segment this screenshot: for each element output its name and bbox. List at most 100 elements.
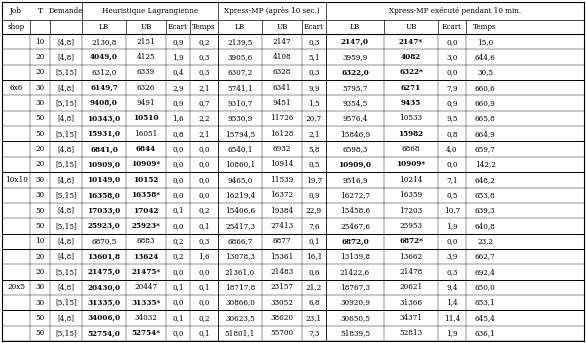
- Text: 23157: 23157: [270, 283, 294, 291]
- Text: 20: 20: [35, 161, 45, 168]
- Text: [4,8]: [4,8]: [57, 314, 74, 322]
- Text: 9,9: 9,9: [308, 84, 320, 92]
- Text: [5,15]: [5,15]: [55, 222, 77, 230]
- Text: LB: LB: [350, 23, 360, 31]
- Text: 10214: 10214: [399, 176, 423, 184]
- Text: 25953: 25953: [400, 222, 423, 230]
- Text: 0,6: 0,6: [308, 268, 320, 276]
- Text: [5,15]: [5,15]: [55, 130, 77, 138]
- Text: 10510: 10510: [133, 115, 159, 122]
- Text: 7,6: 7,6: [308, 222, 320, 230]
- Text: 0,3: 0,3: [308, 68, 320, 76]
- Text: 16,1: 16,1: [306, 252, 322, 261]
- Text: 7,3: 7,3: [308, 329, 320, 337]
- Text: 659,7: 659,7: [475, 145, 495, 153]
- Text: UB: UB: [140, 23, 152, 31]
- Text: 52813: 52813: [400, 329, 423, 337]
- Text: 0,0: 0,0: [447, 38, 458, 46]
- Text: 9310,7: 9310,7: [227, 99, 253, 107]
- Text: 0,0: 0,0: [447, 161, 458, 168]
- Text: 13624: 13624: [133, 252, 159, 261]
- Text: 50: 50: [35, 115, 45, 122]
- Text: 22,9: 22,9: [306, 206, 322, 214]
- Text: 50: 50: [35, 329, 45, 337]
- Text: 13662: 13662: [400, 252, 423, 261]
- Text: 1,9: 1,9: [446, 329, 458, 337]
- Text: 21422,6: 21422,6: [340, 268, 370, 276]
- Text: 2147*: 2147*: [399, 38, 423, 46]
- Text: 0,0: 0,0: [172, 329, 184, 337]
- Text: 0,5: 0,5: [308, 161, 320, 168]
- Text: 0,2: 0,2: [198, 206, 210, 214]
- Text: shop: shop: [8, 23, 25, 31]
- Text: 4108: 4108: [272, 53, 291, 61]
- Text: 636,1: 636,1: [475, 329, 495, 337]
- Text: 5795,7: 5795,7: [342, 84, 367, 92]
- Text: [4,8]: [4,8]: [57, 283, 74, 291]
- Text: 21475*: 21475*: [131, 268, 161, 276]
- Text: 21,2: 21,2: [306, 283, 322, 291]
- Text: 653,1: 653,1: [475, 299, 495, 307]
- Text: 640,8: 640,8: [475, 222, 495, 230]
- Text: [4,8]: [4,8]: [57, 145, 74, 153]
- Text: 0,3: 0,3: [198, 68, 210, 76]
- Text: 30: 30: [35, 283, 45, 291]
- Text: 10149,0: 10149,0: [87, 176, 121, 184]
- Text: 660,6: 660,6: [475, 84, 495, 92]
- Text: 30920,9: 30920,9: [340, 299, 370, 307]
- Text: 50: 50: [35, 206, 45, 214]
- Text: 18717,8: 18717,8: [225, 283, 255, 291]
- Text: 21483: 21483: [270, 268, 294, 276]
- Text: 6872,0: 6872,0: [341, 237, 369, 245]
- Text: Job: Job: [10, 7, 22, 15]
- Text: 13139,8: 13139,8: [340, 252, 370, 261]
- Text: 20: 20: [35, 252, 45, 261]
- Text: 30: 30: [35, 191, 45, 199]
- Text: Ecart: Ecart: [304, 23, 324, 31]
- Text: Xpress-MP exécuté pendant 10 min.: Xpress-MP exécuté pendant 10 min.: [389, 7, 521, 15]
- Text: 2139,5: 2139,5: [227, 38, 253, 46]
- Text: [4,8]: [4,8]: [57, 206, 74, 214]
- Text: 0,0: 0,0: [198, 176, 210, 184]
- Text: 17203: 17203: [400, 206, 423, 214]
- Text: 0,2: 0,2: [198, 314, 210, 322]
- Text: 25923*: 25923*: [132, 222, 161, 230]
- Text: 16372: 16372: [270, 191, 294, 199]
- Text: Ecart: Ecart: [168, 23, 188, 31]
- Text: 0,0: 0,0: [172, 191, 184, 199]
- Text: 38620: 38620: [271, 314, 294, 322]
- Text: 30866,0: 30866,0: [225, 299, 255, 307]
- Text: 0,3: 0,3: [198, 237, 210, 245]
- Text: 0,3: 0,3: [308, 38, 320, 46]
- Text: 15931,0: 15931,0: [87, 130, 121, 138]
- Text: Heuristique Lagrangienne: Heuristique Lagrangienne: [102, 7, 198, 15]
- Text: 34371: 34371: [400, 314, 423, 322]
- Text: 51839,5: 51839,5: [340, 329, 370, 337]
- Text: [5,15]: [5,15]: [55, 68, 77, 76]
- Text: 16358*: 16358*: [131, 191, 161, 199]
- Text: 6844: 6844: [136, 145, 156, 153]
- Text: 0,4: 0,4: [172, 68, 184, 76]
- Text: 6271: 6271: [401, 84, 421, 92]
- Text: 11,4: 11,4: [444, 314, 460, 322]
- Text: 0,1: 0,1: [198, 283, 210, 291]
- Text: 0,2: 0,2: [198, 38, 210, 46]
- Text: 0,9: 0,9: [172, 99, 184, 107]
- Text: 6866,7: 6866,7: [227, 237, 253, 245]
- Text: 21478: 21478: [400, 268, 423, 276]
- Text: [4,8]: [4,8]: [57, 84, 74, 92]
- Text: 0,3: 0,3: [447, 268, 458, 276]
- Text: 20: 20: [35, 145, 45, 153]
- Text: UB: UB: [406, 23, 417, 31]
- Text: 30623,5: 30623,5: [225, 314, 255, 322]
- Text: 9530,9: 9530,9: [227, 115, 253, 122]
- Text: 10,7: 10,7: [444, 206, 460, 214]
- Text: [5,15]: [5,15]: [55, 268, 77, 276]
- Text: 0,5: 0,5: [447, 191, 458, 199]
- Text: 25923,0: 25923,0: [88, 222, 120, 230]
- Text: 6870,5: 6870,5: [91, 237, 117, 245]
- Text: 17033,0: 17033,0: [87, 206, 121, 214]
- Text: 650,0: 650,0: [475, 283, 495, 291]
- Text: 16128: 16128: [270, 130, 294, 138]
- Text: 6,8: 6,8: [308, 299, 320, 307]
